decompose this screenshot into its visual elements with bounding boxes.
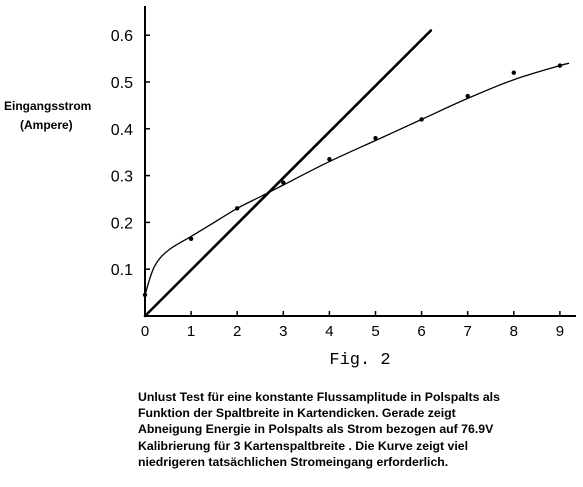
caption-line-1: Unlust Test für eine konstante Flussampl…	[138, 390, 500, 404]
curve-series	[144, 62, 570, 296]
data-point-0	[142, 292, 148, 298]
y-tick-label-0.1: 0.1	[111, 262, 133, 279]
data-point-3	[281, 180, 286, 185]
x-tick-label-9: 9	[556, 323, 564, 340]
x-tick-label-4: 4	[325, 323, 333, 340]
data-point-4	[327, 157, 332, 162]
y-tick-label-0.4: 0.4	[111, 122, 133, 139]
data-point-5	[373, 135, 378, 141]
x-tick-label-3: 3	[279, 323, 287, 340]
data-point-6	[419, 117, 424, 122]
chart: 0 1 2 3 4 5 6 7 8 9 0.1 0.2 0.3 0.4 0.5 0.6 Fig. 2	[111, 6, 576, 370]
data-point-1	[188, 236, 194, 241]
x-tick-label-0: 0	[141, 323, 149, 340]
data-point-9	[557, 63, 563, 68]
y-tick-label-0.6: 0.6	[111, 28, 133, 45]
x-tick-label-1: 1	[187, 323, 195, 340]
figure-caption: Unlust Test für eine konstante Flussampl…	[138, 389, 578, 470]
straight-line-series	[143, 29, 433, 318]
caption-line-4: Kalibrierung für 3 Kartenspaltbreite . D…	[138, 438, 469, 453]
x-tick-label-8: 8	[510, 323, 518, 340]
x-tick-label-6: 6	[417, 323, 425, 340]
ticks: 0 1 2 3 4 5 6 7 8 9 0.1 0.2 0.3 0.4 0.5 0.6	[111, 28, 564, 340]
x-tick-label-7: 7	[464, 323, 472, 340]
caption-line-3: Abneigung Energie in Polspalts als Strom…	[138, 422, 494, 437]
axes	[144, 6, 576, 317]
x-tick-label-2: 2	[233, 323, 241, 340]
y-axis-label-line-2: (Ampere)	[20, 118, 73, 132]
chart-marks	[142, 29, 570, 318]
caption-line-5: niedrigeren tatsächlichen Stromeingang e…	[138, 454, 449, 469]
chart-title: Fig. 2	[329, 351, 390, 370]
data-point-7	[465, 93, 470, 99]
data-point-2	[235, 206, 240, 211]
data-point-8	[511, 70, 516, 75]
x-tick-label-5: 5	[371, 323, 379, 340]
y-axis-label-line-1: Eingangsstrom	[4, 99, 92, 113]
y-tick-label-0.3: 0.3	[111, 169, 133, 186]
caption-line-2: Funktion der Spaltbreite in Kartendicken…	[138, 406, 456, 421]
y-tick-label-0.2: 0.2	[111, 215, 133, 232]
y-tick-label-0.5: 0.5	[111, 75, 133, 92]
